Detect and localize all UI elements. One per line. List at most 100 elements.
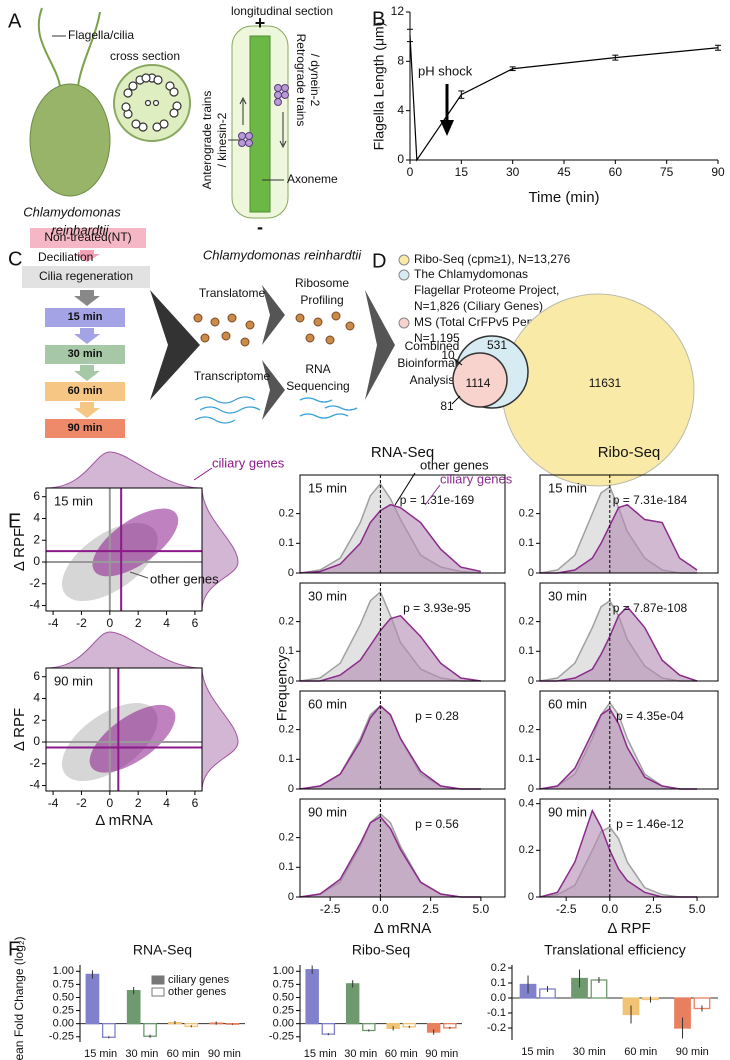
legend-text: N=1,195	[414, 331, 460, 345]
panel-time: 90 min	[308, 804, 347, 819]
legend-swatch	[398, 254, 410, 266]
density-area	[540, 810, 698, 897]
chevron	[365, 290, 395, 400]
label: Analysis	[410, 373, 455, 387]
flagellum	[77, 11, 101, 87]
x-axis-label: Δ mRNA	[95, 812, 153, 829]
label: Profiling	[300, 293, 343, 307]
region-count: 1114	[466, 376, 491, 390]
annotation: other genes	[150, 571, 219, 586]
label: reinhardtii	[51, 222, 109, 237]
y-tick-label: 0	[397, 152, 404, 166]
panel-letter: A	[8, 10, 22, 32]
y-tick-label: 0	[33, 554, 40, 568]
y-tick-label: 0.2	[519, 844, 534, 856]
y-tick-label: 0.4	[519, 798, 534, 810]
y-tick-label: 0.25	[53, 1004, 74, 1016]
y-tick-label: -4	[29, 598, 40, 612]
marginal-density	[201, 487, 239, 612]
y-tick-label: 0	[288, 783, 294, 795]
x-tick-label: 2.5	[422, 902, 439, 916]
x-axis-label: Time (min)	[528, 189, 599, 206]
panel-time: 15 min	[308, 480, 347, 495]
plot-frame	[45, 487, 203, 612]
x-tick-label: 2	[135, 616, 142, 630]
x-tick-label: -4	[48, 616, 59, 630]
panel-c-drawing	[22, 228, 395, 438]
box	[45, 419, 125, 438]
x-tick-label: 6	[192, 796, 199, 810]
y-tick-label: 0.2	[491, 962, 506, 974]
x-tick-label: 6	[192, 616, 199, 630]
label: Anterograde trains	[200, 91, 214, 190]
chevron	[262, 285, 285, 345]
legend-text: Flagellar Proteome Project,	[414, 283, 559, 297]
chart-title: RNA-Seq	[133, 942, 192, 958]
panel-letter: D	[372, 250, 386, 272]
legend-text: N=1,826 (Ciliary Genes)	[414, 299, 543, 313]
bar	[321, 1023, 336, 1035]
marginal-density	[45, 451, 203, 489]
label: +	[255, 13, 266, 33]
leader	[451, 395, 461, 405]
x-tick-label: 4	[163, 796, 170, 810]
y-axis-label: Flagella Length (μm)	[371, 22, 387, 151]
y-axis-label: Δ RPF	[11, 528, 28, 571]
x-tick-label: 2.5	[645, 902, 662, 916]
p-value: p = 7.87e-108	[613, 601, 688, 615]
y-tick-label: 0.1	[279, 753, 294, 765]
leader	[394, 472, 416, 506]
y-axis-label: Mean Fold Change (log₂)	[12, 936, 26, 1060]
doublets	[121, 73, 182, 132]
y-tick-label: 0.1	[519, 753, 534, 765]
arrow	[74, 328, 100, 344]
label: Non-treated(NT)	[44, 230, 131, 244]
y-tick-label: 0	[528, 567, 534, 579]
x-tick-label: 0.0	[372, 902, 389, 916]
label: Combined	[405, 339, 460, 353]
y-tick-label: 0	[288, 675, 294, 687]
p-value: p = 0.28	[415, 709, 459, 723]
x-tick-label: 60 min	[624, 1046, 657, 1058]
x-tick-label: 75	[660, 165, 674, 179]
y-tick-label: 8	[397, 54, 404, 68]
p-value: p = 3.93e-95	[403, 601, 471, 615]
region-count: 81	[440, 399, 454, 413]
x-tick-label: 15 min	[521, 1046, 554, 1058]
x-axis-label: Δ mRNA	[374, 920, 432, 937]
y-tick-label: 0.50	[273, 991, 294, 1003]
marginal-density	[45, 631, 203, 669]
box	[30, 228, 146, 248]
y-tick-label: 6	[33, 669, 40, 683]
density-line	[540, 605, 698, 682]
chevron	[262, 360, 285, 420]
box	[45, 345, 125, 364]
legend-swatch	[398, 269, 410, 281]
p-value: p = 1.46e-12	[616, 817, 684, 831]
x-tick-label: 5.0	[473, 902, 490, 916]
annotation-arrowhead	[440, 120, 454, 136]
plot-frame	[539, 798, 719, 898]
legend-text: other genes	[168, 986, 227, 998]
y-tick-label: 0	[528, 891, 534, 903]
panel-letter: C	[8, 248, 22, 270]
panel-time: 15 min	[54, 493, 93, 508]
y-tick-label: 0.75	[273, 978, 294, 990]
arrowhead	[239, 96, 247, 105]
x-tick-label: 90	[711, 165, 725, 179]
panel-time: 30 min	[308, 588, 347, 603]
y-tick-label: 0.2	[279, 508, 294, 520]
arrow	[74, 402, 100, 418]
y-tick-label: 0.2	[519, 724, 534, 736]
marginal-density	[201, 667, 239, 792]
p-value: p = 1.31e-169	[400, 493, 475, 507]
x-tick-label: -2.5	[556, 902, 577, 916]
label: RNA	[305, 362, 330, 376]
y-tick-label: 0.2	[519, 508, 534, 520]
x-axis-label: Δ RPF	[607, 920, 650, 937]
x-tick-label: 0	[106, 616, 113, 630]
bar	[345, 983, 360, 1025]
plot-frame	[45, 667, 203, 792]
x-tick-label: 0	[106, 796, 113, 810]
